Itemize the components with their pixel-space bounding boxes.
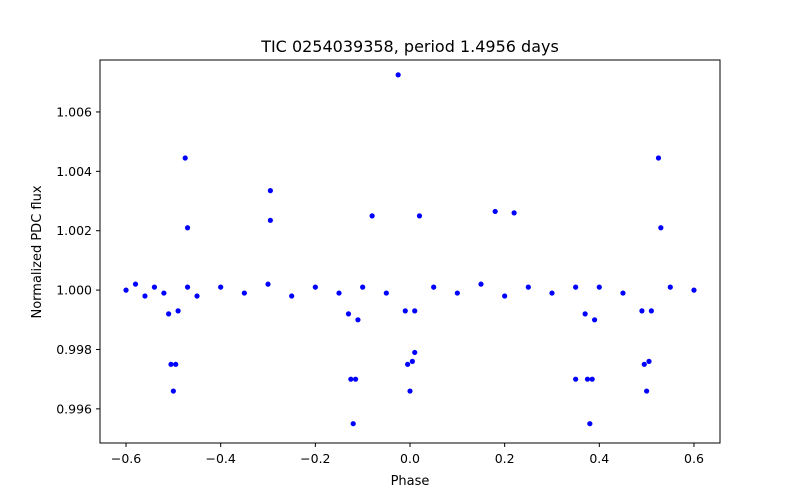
data-point: [352, 376, 359, 382]
data-point: [360, 284, 366, 290]
x-tick-label: −0.6: [111, 451, 141, 466]
y-tick-label: 1.000: [56, 283, 92, 298]
data-point: [402, 308, 408, 314]
data-point: [431, 284, 437, 290]
data-point: [655, 155, 662, 161]
data-point: [345, 311, 352, 317]
data-point: [591, 317, 598, 323]
data-point: [641, 361, 647, 367]
data-point: [132, 281, 139, 287]
data-point: [658, 225, 664, 231]
data-point: [184, 225, 191, 231]
data-point: [409, 358, 415, 364]
data-point: [369, 213, 375, 219]
chart-title: TIC 0254039358, period 1.4956 days: [260, 37, 559, 56]
data-point: [267, 217, 273, 223]
data-point: [336, 290, 342, 296]
plot-frame: [99, 59, 721, 444]
data-point: [525, 284, 531, 290]
data-point: [175, 308, 181, 314]
y-axis-label: Normalized PDC flux: [30, 185, 45, 318]
data-point: [582, 311, 588, 317]
data-point: [383, 290, 389, 296]
data-point: [511, 210, 517, 216]
data-point: [478, 281, 484, 287]
y-tick-label: 1.006: [56, 104, 92, 119]
data-point: [170, 388, 176, 394]
data-point: [416, 213, 423, 219]
data-point: [355, 317, 361, 323]
data-point: [549, 290, 555, 296]
data-point: [350, 421, 356, 427]
data-point: [265, 281, 271, 287]
data-point: [194, 293, 200, 299]
data-point: [312, 284, 318, 290]
x-tick-label: −0.4: [206, 451, 236, 466]
data-point: [405, 361, 411, 367]
data-point: [123, 287, 129, 293]
data-point: [639, 308, 645, 314]
data-point: [182, 155, 188, 161]
data-point: [348, 376, 354, 382]
data-point: [407, 388, 413, 394]
data-point: [395, 72, 401, 78]
data-point: [142, 293, 148, 299]
data-point: [691, 287, 697, 293]
y-tick-label: 1.004: [56, 164, 92, 179]
y-tick-label: 0.998: [56, 342, 92, 357]
data-point: [289, 293, 295, 299]
data-point: [587, 421, 593, 427]
data-point: [502, 293, 508, 299]
scatter-points: [123, 72, 697, 427]
data-point: [173, 361, 179, 367]
x-tick-label: 0.2: [495, 451, 515, 466]
data-point: [573, 284, 579, 290]
data-point: [184, 284, 191, 290]
data-point: [646, 358, 652, 364]
data-point: [667, 284, 673, 290]
y-tick-label: 1.002: [56, 223, 92, 238]
x-tick-label: 0.4: [589, 451, 609, 466]
data-point: [241, 290, 247, 296]
x-axis: −0.6 −0.4 −0.2 0.0 0.2 0.4 0.6: [111, 443, 704, 466]
data-point: [166, 311, 172, 317]
data-point: [584, 376, 591, 382]
data-point: [161, 290, 167, 296]
data-point: [151, 284, 158, 290]
data-point: [648, 308, 654, 314]
x-tick-label: −0.2: [300, 451, 330, 466]
data-point: [492, 208, 498, 215]
x-tick-label: 0.6: [684, 451, 704, 466]
x-tick-label: 0.0: [400, 451, 420, 466]
data-point: [620, 290, 626, 296]
data-point: [644, 388, 650, 394]
data-point: [412, 308, 418, 314]
data-point: [267, 188, 273, 194]
data-point: [412, 349, 418, 356]
x-axis-label: Phase: [391, 474, 430, 489]
data-point: [454, 290, 460, 296]
y-axis: 0.996 0.998 1.000 1.002 1.004 1.006: [56, 104, 100, 416]
y-tick-label: 0.996: [56, 401, 92, 416]
data-point: [589, 376, 595, 382]
data-point: [596, 284, 602, 290]
data-point: [218, 284, 224, 290]
data-point: [573, 376, 579, 382]
data-point: [168, 361, 174, 367]
